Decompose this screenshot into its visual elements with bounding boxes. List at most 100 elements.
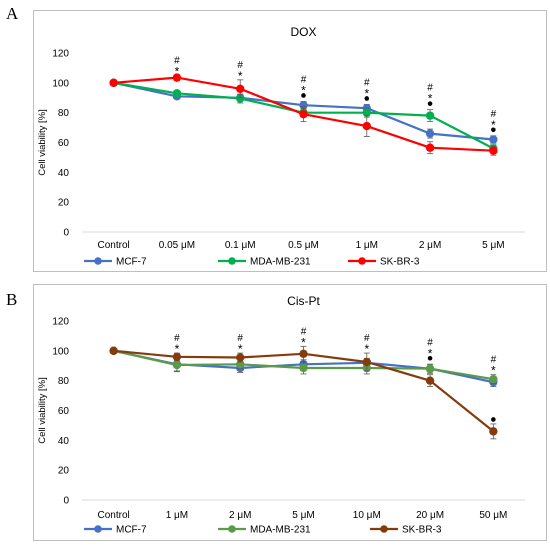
panel-a-significance-dot	[364, 96, 370, 101]
panel-b-significance-star: *	[175, 342, 180, 356]
panel-b-series-sk-br-3-point	[362, 357, 371, 367]
panel-b-significance-hash: #	[237, 333, 243, 344]
panel-b-significance-hash: #	[427, 337, 433, 348]
panel-a-x-tick-label: 1 μM	[356, 240, 378, 251]
panel-a-significance-star: *	[238, 69, 243, 83]
panel-a-x-tick-label: Control	[98, 240, 130, 251]
panel-b-significance-dot	[427, 355, 433, 361]
panel-b-significance-star: *	[428, 346, 433, 360]
panel-b-x-tick-label: 10 μM	[353, 510, 381, 521]
panel-a-series-mda-mb-231-point	[362, 108, 371, 117]
panel-b-series-mda-mb-231-point	[172, 360, 182, 370]
panel-a-chart-title: DOX	[290, 25, 316, 39]
panel-b-series-sk-br-3-point	[172, 352, 182, 361]
panel-b-legend-sk-br-3-swatch-marker	[380, 525, 388, 533]
panel-a-y-tick-label: 0	[63, 228, 69, 239]
panel-a-significance-star: *	[428, 92, 433, 106]
panel-a-series-mcf-7-point	[489, 135, 498, 144]
panel-a-x-tick-label: 5 μM	[482, 240, 504, 251]
panel-a-x-tick-label: 0.5 μM	[288, 240, 319, 251]
panel-a-series-mda-mb-231-point	[172, 89, 182, 98]
panel-a-legend-sk-br-3-swatch-marker	[358, 257, 366, 265]
panel-b-y-axis-label: Cell viability [%]	[37, 377, 48, 444]
panel-a-legend-sk-br-3-label: SK-BR-3	[380, 257, 420, 268]
panel-a-series-sk-br-3-point	[299, 109, 308, 119]
panel-a-significance-hash: #	[301, 74, 307, 85]
panel-a-significance-hash: #	[174, 55, 180, 66]
panel-b-y-tick-label: 60	[58, 406, 70, 417]
panel-b-series-mda-mb-231-point	[425, 364, 435, 373]
panel-b-series-sk-br-3-point	[489, 427, 498, 436]
panel-b-series-sk-br-3-point	[109, 346, 118, 356]
panel-b-significance-hash: #	[301, 326, 307, 337]
panel-a-legend-mda-mb-231-swatch-marker	[228, 257, 236, 265]
panel-a-x-tick-label: 2 μM	[419, 240, 441, 251]
panel-a-x-tick-label: 0.1 μM	[225, 240, 256, 251]
panel-letter-b: B	[6, 290, 18, 309]
panel-b-legend-mcf-7-label: MCF-7	[116, 525, 147, 536]
panel-a-significance-star: *	[301, 83, 306, 97]
panel-a-y-tick-label: 100	[52, 78, 69, 89]
panel-b-significance-star: *	[301, 335, 306, 349]
panel-b-x-tick-label: Control	[98, 510, 130, 521]
panel-a-y-tick-label: 60	[58, 138, 70, 149]
panel-a-series-sk-br-3-point	[425, 143, 435, 152]
panel-b-x-tick-label: 2 μM	[229, 510, 251, 521]
panel-b-significance-hash: #	[174, 333, 180, 344]
panel-b-series-sk-br-3-point	[299, 349, 308, 359]
panel-b-frame	[33, 284, 547, 541]
panel-a-series-mcf-7-point	[299, 101, 308, 110]
panel-a-series-sk-br-3-point	[236, 84, 245, 94]
panel-a-x-tick-label: 0.05 μM	[159, 240, 195, 251]
panel-b-significance-star: *	[238, 342, 243, 356]
panel-b-legend-mda-mb-231-swatch-marker	[228, 525, 236, 533]
panel-a-legend-mcf-7-label: MCF-7	[116, 257, 147, 268]
panel-a-y-tick-label: 20	[58, 198, 70, 209]
panel-a-y-tick-label: 80	[58, 108, 70, 119]
panel-a-significance-star: *	[175, 64, 180, 78]
panel-letter-a: A	[6, 4, 19, 23]
panel-b-x-tick-label: 20 μM	[416, 510, 444, 521]
panel-a-significance-dot	[301, 93, 306, 98]
panel-b-legend-sk-br-3-label: SK-BR-3	[402, 525, 442, 536]
panel-b-y-tick-label: 40	[58, 436, 70, 447]
panel-a-series-mda-mb-231-point	[425, 111, 435, 120]
panel-b-chart-title: Cis-Pt	[287, 294, 320, 308]
panel-a-significance-hash: #	[491, 109, 497, 120]
panel-b-y-tick-label: 20	[58, 466, 70, 477]
panel-b-significance-star: *	[364, 342, 369, 356]
panel-a-significance-hash: #	[427, 83, 433, 94]
panel-b-series-mda-mb-231-point	[299, 363, 308, 373]
panel-a-y-tick-label: 120	[52, 49, 69, 60]
panel-b-x-tick-label: 1 μM	[166, 510, 188, 521]
panel-b-significance-dot	[491, 417, 496, 422]
panel-a-significance-hash: #	[237, 60, 243, 71]
panel-a-series-sk-br-3-point	[172, 73, 182, 82]
panel-b-legend-mcf-7-swatch-marker	[94, 525, 102, 533]
panel-a-significance-dot	[491, 127, 496, 133]
panel-b-y-tick-label: 120	[52, 317, 69, 328]
panel-b-series-sk-br-3-point	[236, 353, 245, 362]
panel-a-significance-star: *	[491, 118, 496, 132]
panel-b-significance-hash: #	[364, 333, 370, 344]
panel-b-y-tick-label: 100	[52, 346, 69, 357]
panel-b-y-tick-label: 80	[58, 376, 70, 387]
panel-a-significance-star: *	[364, 86, 369, 100]
panel-a-legend-mda-mb-231-label: MDA-MB-231	[250, 257, 311, 268]
panel-b-legend-mda-mb-231-label: MDA-MB-231	[250, 525, 311, 536]
panel-a-series-sk-br-3-point	[362, 121, 371, 131]
panel-b-significance-star: *	[491, 364, 496, 378]
panel-b-series-mda-mb-231-point	[489, 374, 498, 384]
panel-b-series-sk-br-3-point	[425, 376, 435, 385]
panel-a-significance-dot	[427, 101, 433, 106]
panel-b-y-tick-label: 0	[63, 496, 69, 507]
panel-a-y-axis-label: Cell viability [%]	[37, 109, 48, 176]
panel-b-x-tick-label: 5 μM	[292, 510, 314, 521]
panel-b-x-tick-label: 50 μM	[479, 510, 507, 521]
panel-a-series-sk-br-3-point	[489, 146, 498, 155]
panel-a-legend-mcf-7-swatch-marker	[94, 257, 102, 265]
panel-a-series-mcf-7-point	[425, 129, 435, 138]
panel-a-significance-hash: #	[364, 77, 370, 88]
panel-b-significance-hash: #	[491, 355, 497, 366]
